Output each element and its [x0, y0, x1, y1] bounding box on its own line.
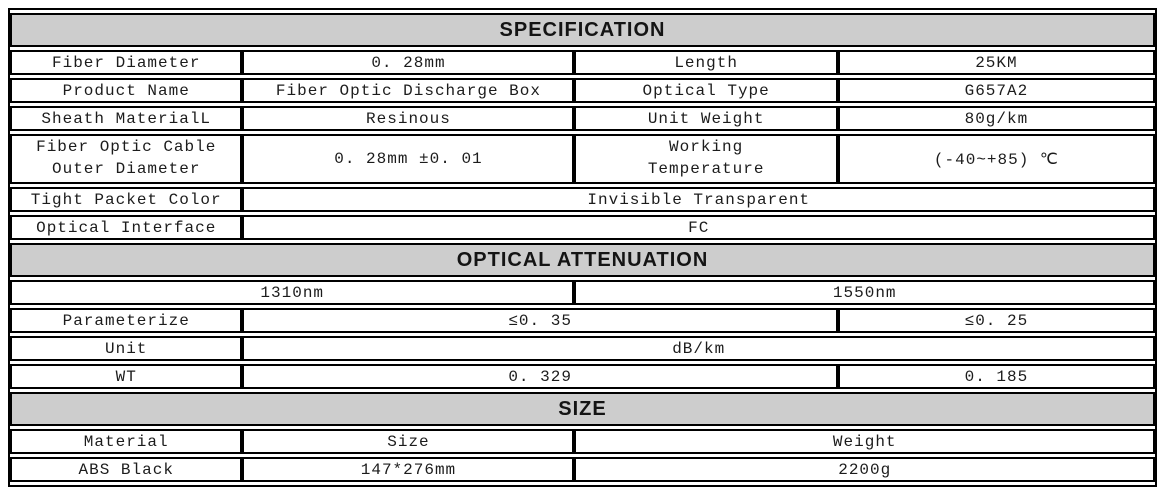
optical-type-value: G657A2: [837, 78, 1155, 103]
section-header-optical-attenuation: OPTICAL ATTENUATION: [10, 243, 1155, 277]
optical-type-label: Optical Type: [574, 78, 838, 103]
unit-weight-value: 80g/km: [837, 106, 1155, 131]
working-temperature-label-line2: Temperature: [647, 160, 765, 178]
section-header-specification: SPECIFICATION: [10, 13, 1155, 47]
working-temperature-label: Working Temperature: [574, 134, 838, 184]
sheath-material-label: Sheath MaterialL: [10, 106, 243, 131]
size-size-value: 147*276mm: [242, 457, 575, 482]
working-temperature-label-line1: Working: [669, 138, 744, 157]
unit-value: dB/km: [242, 336, 1155, 361]
tight-packet-color-label: Tight Packet Color: [10, 187, 243, 212]
cable-outer-diameter-label-line2: Outer Diameter: [52, 160, 201, 178]
cable-outer-diameter-label: Fiber Optic Cable Outer Diameter: [10, 134, 243, 184]
size-weight-header: Weight: [574, 429, 1155, 454]
size-size-header: Size: [242, 429, 575, 454]
tight-packet-color-value: Invisible Transparent: [242, 187, 1155, 212]
optical-interface-value: FC: [242, 215, 1155, 240]
size-material-value: ABS Black: [10, 457, 243, 482]
length-label: Length: [574, 50, 838, 75]
wavelength-1550-header: 1550nm: [574, 280, 1155, 305]
sheath-material-value: Resinous: [242, 106, 575, 131]
wt-1550-value: 0. 185: [837, 364, 1155, 389]
unit-label: Unit: [10, 336, 243, 361]
cable-outer-diameter-value: 0. 28mm ±0. 01: [242, 134, 575, 184]
parameterize-1310-value: ≤0. 35: [242, 308, 838, 333]
product-name-label: Product Name: [10, 78, 243, 103]
working-temperature-value: (-40~+85) ℃: [837, 134, 1155, 184]
length-value: 25KM: [837, 50, 1155, 75]
cable-outer-diameter-label-line1: Fiber Optic Cable: [36, 138, 217, 157]
wt-label: WT: [10, 364, 243, 389]
optical-interface-label: Optical Interface: [10, 215, 243, 240]
fiber-diameter-label: Fiber Diameter: [10, 50, 243, 75]
size-material-header: Material: [10, 429, 243, 454]
product-spec-table: SPECIFICATION Fiber Diameter 0. 28mm Len…: [8, 8, 1157, 487]
wavelength-1310-header: 1310nm: [10, 280, 575, 305]
size-weight-value: 2200g: [574, 457, 1155, 482]
parameterize-1550-value: ≤0. 25: [837, 308, 1155, 333]
parameterize-label: Parameterize: [10, 308, 243, 333]
wt-1310-value: 0. 329: [242, 364, 838, 389]
unit-weight-label: Unit Weight: [574, 106, 838, 131]
section-header-size: SIZE: [10, 392, 1155, 426]
fiber-diameter-value: 0. 28mm: [242, 50, 575, 75]
product-name-value: Fiber Optic Discharge Box: [242, 78, 575, 103]
